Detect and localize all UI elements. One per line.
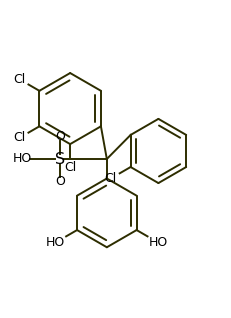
Text: HO: HO (148, 236, 167, 249)
Text: Cl: Cl (64, 161, 76, 174)
Text: HO: HO (12, 153, 31, 165)
Text: S: S (55, 151, 65, 167)
Text: O: O (55, 175, 64, 188)
Text: Cl: Cl (13, 73, 26, 86)
Text: Cl: Cl (13, 131, 26, 144)
Text: O: O (55, 130, 64, 143)
Text: HO: HO (46, 236, 64, 249)
Text: Cl: Cl (104, 172, 116, 185)
